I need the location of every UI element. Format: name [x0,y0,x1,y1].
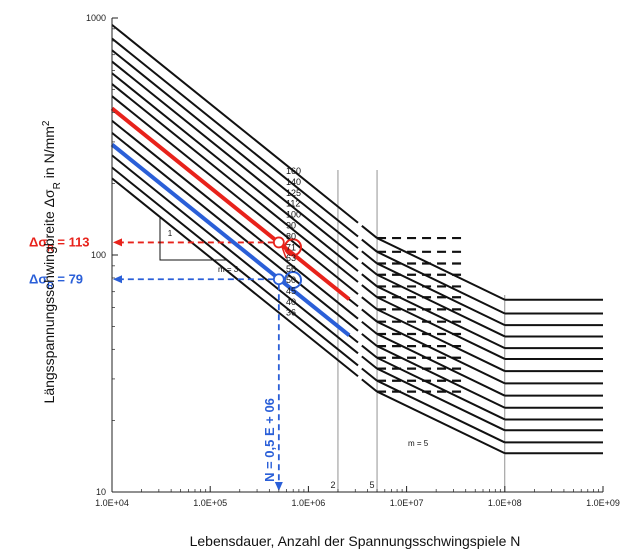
curve-100-knee [361,273,378,288]
curve-50-m5 [376,356,506,421]
curve-45-knee [361,355,378,370]
highlighted-curve-50 [110,143,351,337]
category-label-56: 56 [286,264,296,274]
category-label-140: 140 [286,177,301,187]
curve-140-knee [361,238,378,253]
slope-label-lower: m = 5 [408,439,429,448]
extra-tick-label-5: 5 [370,480,375,490]
y-tick-label-0: 10 [96,487,106,497]
curve-100-m3 [111,72,359,272]
marker-point-71 [272,236,285,249]
y-axis-title: Längsspannungsschwingbreite ΔσR in N/mm2 [41,120,63,403]
curve-125-m5 [376,262,506,327]
curve-160-knee [361,225,378,239]
curve-125-knee [361,250,378,265]
curve-112-knee [361,261,378,276]
value-arrow-50 [113,275,122,284]
x-tick-label-4: 1.0E+08 [488,498,522,508]
curve-71-knee [361,308,378,323]
curve-125-m3 [111,49,359,249]
curve-56-m5 [376,345,506,409]
x-tick-label-3: 1.0E+07 [390,498,424,508]
n-marker-arrow [274,482,283,491]
curve-112-m3 [111,60,359,261]
curve-45-m3 [111,154,359,355]
curve-40-knee [361,367,378,382]
curve-80-knee [361,296,378,311]
category-label-112: 112 [286,199,300,209]
highlighted-curves [110,106,351,491]
category-label-36: 36 [286,308,296,318]
x-tick-label-5: 1.0E+09 [586,498,620,508]
marker-point-50 [272,273,285,286]
curve-40-m3 [111,166,359,367]
extra-tick-label-2: 2 [330,480,335,490]
value-label-50: ΔσR = 79 [29,271,83,290]
curve-80-m5 [376,308,506,372]
detail-category-curves [111,24,603,455]
curve-140-m3 [111,37,359,238]
axes [111,17,604,493]
category-circle-71 [284,238,302,257]
curve-112-m5 [376,273,506,338]
curve-90-m5 [376,296,506,360]
x-tick-label-2: 1.0E+06 [292,498,326,508]
value-arrow-71 [113,238,122,247]
curve-56-knee [361,333,378,347]
slope-triangle-label: 1 [168,229,173,238]
slope-triangle [159,217,228,261]
curve-45-m5 [376,367,506,432]
curve-56-m3 [111,132,359,332]
curve-50-knee [361,344,378,359]
gridlines [337,170,506,492]
curve-36-m3 [111,177,359,378]
curve-90-m3 [111,83,359,283]
y-tick-label-2: 1000 [86,13,106,23]
curve-160-m5 [376,237,506,301]
category-circle-50 [284,271,302,289]
curve-80-m3 [111,95,359,295]
curve-36-m5 [376,390,506,455]
category-label-160: 160 [286,166,301,176]
category-label-45: 45 [286,286,296,296]
curve-63-knee [361,320,378,335]
category-label-80: 80 [286,231,296,241]
slope-label-upper: m = 3 [218,265,239,274]
category-label-90: 90 [286,221,296,231]
y-tick-label-1: 100 [91,250,106,260]
curve-63-m5 [376,333,506,397]
category-pointer-red [281,246,287,259]
labels: 2 5 1.0E+04 1.0E+05 1.0E+06 1.0E+07 1.0E+08 1.0… [29,13,620,508]
highlighted-curve-71 [110,106,351,301]
x-tick-label-1: 1.0E+05 [193,498,227,508]
category-label-63: 63 [286,253,296,263]
curve-36-knee [361,378,378,393]
value-label-71: ΔσR = 113 [29,234,90,253]
curve-140-m5 [376,250,506,315]
n-marker-label: N = 0,5 E + 06 [262,398,277,482]
curve-100-m5 [376,285,506,350]
curve-71-m5 [376,320,506,385]
x-tick-label-0: 1.0E+04 [95,498,129,508]
curve-40-m5 [376,379,506,444]
category-label-100: 100 [286,210,301,220]
curve-63-m3 [111,119,359,320]
category-label-40: 40 [286,297,296,307]
category-label-50: 50 [286,275,296,285]
category-label-71: 71 [286,242,296,252]
curve-160-m3 [111,24,359,224]
curve-90-knee [361,284,378,299]
category-label-125: 125 [286,188,301,198]
x-axis-title: Lebensdauer, Anzahl der Spannungsschwing… [190,533,521,549]
